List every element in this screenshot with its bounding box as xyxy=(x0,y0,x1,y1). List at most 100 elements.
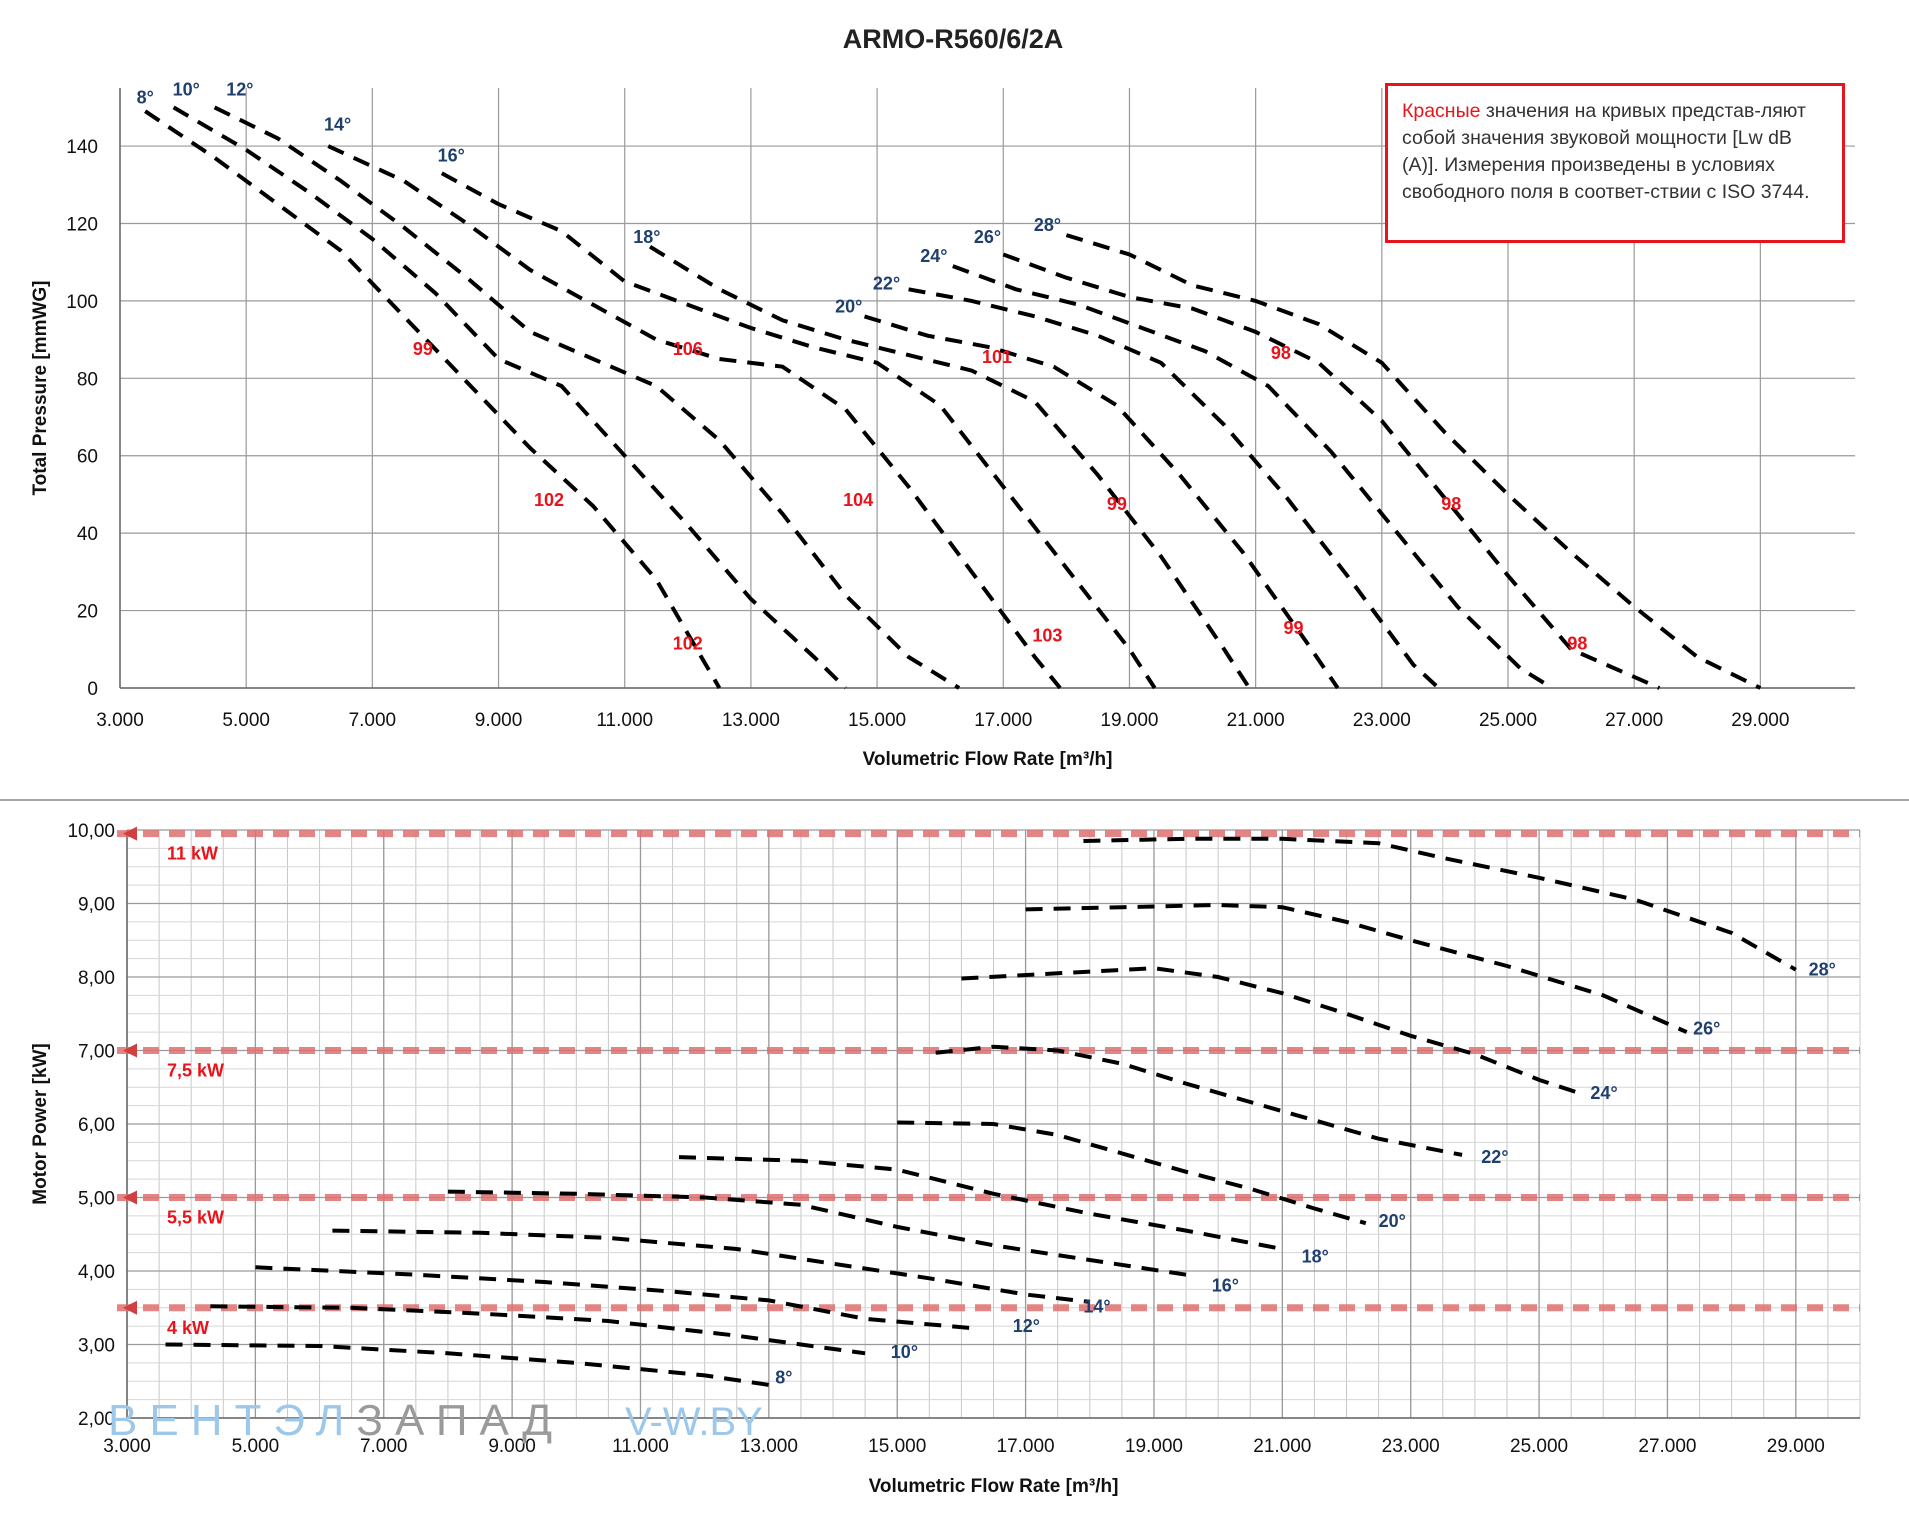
y-tick-label: 7,00 xyxy=(78,1042,115,1063)
arrow-left-icon xyxy=(123,826,137,841)
y-tick-label: 3,00 xyxy=(78,1336,115,1357)
x-tick-label: 21.000 xyxy=(1253,1436,1311,1457)
series-line xyxy=(935,1044,1463,1157)
series-label: 22° xyxy=(873,273,900,293)
sound-label: 103 xyxy=(1032,626,1062,646)
arrow-left-icon xyxy=(123,1300,137,1315)
series-label: 26° xyxy=(1693,1018,1720,1038)
series-label: 18° xyxy=(633,227,660,247)
x-tick-label: 21.000 xyxy=(1227,710,1285,731)
x-tick-label: 5.000 xyxy=(222,710,270,731)
y-tick-label: 100 xyxy=(66,292,98,313)
y-tick-label: 140 xyxy=(66,137,98,158)
x-tick-label: 25.000 xyxy=(1479,710,1537,731)
series-line xyxy=(678,1155,1283,1251)
arrow-left-icon xyxy=(123,1043,137,1058)
sound-label: 98 xyxy=(1271,343,1291,363)
power-chart: 2,00 3,00 4,00 5,00 6,00 7,00 8,00 9,00 10,00 3.0… xyxy=(30,821,1861,1497)
watermark-logo: ВЕНТЭЛЗАПАД xyxy=(108,1396,564,1446)
series-label: 26° xyxy=(974,227,1001,247)
series-line xyxy=(863,314,1340,690)
watermark-part2: ЗАПАД xyxy=(356,1396,565,1445)
x-tick-label: 27.000 xyxy=(1605,710,1663,731)
x-tick-label: 17.000 xyxy=(997,1436,1055,1457)
chart-title: ARMO-R560/6/2A xyxy=(843,24,1064,54)
series-label: 24° xyxy=(1590,1083,1617,1103)
y-axis-label: Motor Power [kW] xyxy=(30,1043,51,1205)
series-line xyxy=(897,1120,1367,1226)
series-label: 10° xyxy=(891,1342,918,1362)
series-line xyxy=(144,109,722,690)
x-tick-label: 23.000 xyxy=(1353,710,1411,731)
x-tick-label: 11.000 xyxy=(612,1436,669,1457)
x-tick-label: 17.000 xyxy=(974,710,1032,731)
sound-label: 99 xyxy=(1107,494,1127,514)
y-axis-label: Total Pressure [mmWG] xyxy=(30,280,51,495)
y-tick-label: 6,00 xyxy=(78,1115,115,1136)
x-axis-label: Volumetric Flow Rate [m³/h] xyxy=(863,749,1113,770)
y-tick-label: 20 xyxy=(77,602,98,623)
series-label: 22° xyxy=(1481,1147,1508,1167)
x-tick-label: 19.000 xyxy=(1100,710,1158,731)
series-label: 20° xyxy=(1379,1211,1406,1231)
series-line xyxy=(1065,233,1762,690)
series-line xyxy=(952,264,1554,690)
series-label: 8° xyxy=(775,1368,792,1388)
series-line xyxy=(1083,836,1797,972)
series-line xyxy=(1025,902,1688,1034)
series-line xyxy=(332,1228,1091,1304)
y-tick-label: 60 xyxy=(77,447,98,468)
series-line xyxy=(255,1265,975,1331)
series-line xyxy=(447,1189,1187,1277)
x-tick-label: 25.000 xyxy=(1510,1436,1568,1457)
y-tick-label: 80 xyxy=(77,369,98,390)
x-tick-label: 7.000 xyxy=(349,710,397,731)
sound-label: 99 xyxy=(413,339,433,359)
x-tick-label: 19.000 xyxy=(1125,1436,1183,1457)
series-label: 14° xyxy=(1083,1296,1110,1316)
series-line xyxy=(165,1342,770,1387)
sound-label: 104 xyxy=(843,490,873,510)
sound-label: 106 xyxy=(673,339,703,359)
x-tick-label: 3.000 xyxy=(103,1436,151,1457)
y-tick-label: 10,00 xyxy=(67,821,115,842)
series-label: 18° xyxy=(1302,1246,1329,1266)
x-tick-label: 13.000 xyxy=(722,710,780,731)
x-tick-label: 7.000 xyxy=(360,1436,408,1457)
y-tick-label: 120 xyxy=(66,214,98,235)
sound-label: 101 xyxy=(982,347,1012,367)
x-axis-label: Volumetric Flow Rate [m³/h] xyxy=(869,1476,1119,1497)
x-tick-label: 9.000 xyxy=(488,1436,536,1457)
y-tick-label: 40 xyxy=(77,524,98,545)
series-label: 12° xyxy=(1013,1316,1040,1336)
series-label: 12° xyxy=(226,80,253,100)
x-tick-label: 11.000 xyxy=(596,710,653,731)
x-tick-label: 29.000 xyxy=(1731,710,1789,731)
series-line xyxy=(210,1304,866,1356)
series-label: 14° xyxy=(324,115,351,135)
series-line xyxy=(1002,252,1661,690)
sound-label: 102 xyxy=(673,633,703,653)
motor-limit-label: 11 kW xyxy=(167,844,218,864)
sound-label: 99 xyxy=(1283,618,1303,638)
series-label: 28° xyxy=(1809,960,1836,980)
watermark-part1: ВЕНТЭЛ xyxy=(108,1396,357,1445)
series-label: 16° xyxy=(438,146,465,166)
series-label: 28° xyxy=(1034,215,1061,235)
y-tick-label: 2,00 xyxy=(78,1409,115,1430)
note-red-word: Красные xyxy=(1402,100,1481,122)
motor-limit-label: 4 kW xyxy=(167,1318,209,1338)
note-text: значения на кривых представ-ляют собой з… xyxy=(1402,100,1810,203)
x-tick-label: 9.000 xyxy=(475,710,523,731)
series-line xyxy=(213,105,961,690)
x-tick-label: 5.000 xyxy=(232,1436,280,1457)
series-line xyxy=(172,105,847,690)
x-tick-label: 3.000 xyxy=(96,710,144,731)
arrow-left-icon xyxy=(123,1190,137,1205)
series-label: 20° xyxy=(835,297,862,317)
series-label: 24° xyxy=(920,246,947,266)
sound-label: 98 xyxy=(1567,633,1587,653)
motor-limit-label: 7,5 kW xyxy=(167,1061,224,1081)
y-tick-label: 5,00 xyxy=(78,1189,115,1210)
